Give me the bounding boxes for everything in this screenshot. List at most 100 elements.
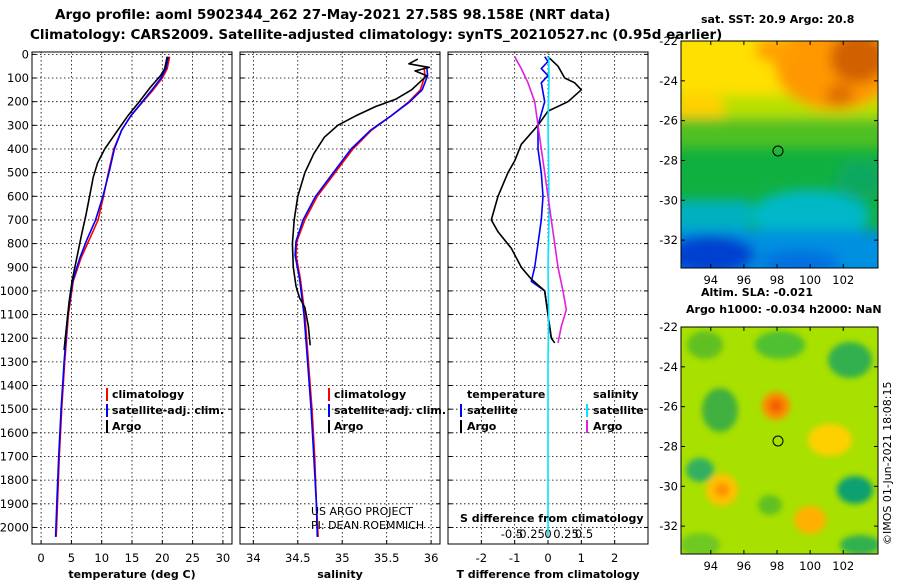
lon-tick-label: 100 [799, 559, 821, 573]
sst-map-title: sat. SST: 20.9 Argo: 20.8 [701, 13, 854, 26]
series-line-satellite-adj-clim [294, 66, 429, 537]
x-tick-label: 34 [246, 551, 261, 565]
sst-map: sat. SST: 20.9 Argo: 20.8 - [659, 13, 879, 287]
lon-tick-label: 100 [799, 273, 821, 287]
y-tick-label: 600 [7, 189, 29, 203]
sla-map-subtitle: Argo h1000: -0.034 h2000: NaN [686, 303, 882, 316]
x-tick-label: 5 [68, 551, 75, 565]
sst-lat-ticks: -22 -24 -26 -28 -30 -32 [659, 34, 878, 247]
lat-tick-label: -26 [659, 114, 678, 128]
legend-swatch-satellite [328, 404, 330, 417]
legend-label-s-satellite: satellite [593, 404, 644, 417]
lon-tick-label: 102 [832, 273, 854, 287]
sla-argo-marker [772, 435, 784, 447]
legend-label-s-argo: Argo [593, 420, 623, 433]
sla-map: Altim. SLA: -0.021 Argo h1000: -0.034 h2… [659, 286, 881, 573]
legend-swatch-t-argo [460, 420, 462, 433]
y-tick-label: 1300 [0, 355, 29, 369]
legend-label-climatology: climatology [112, 388, 184, 401]
x-tick-label: 35 [335, 551, 350, 565]
x-tick-label: 1 [578, 551, 585, 565]
lat-tick-label: -24 [659, 74, 678, 88]
x-tick-label: 15 [125, 551, 140, 565]
secondary-x-tick-label: 0.5 [575, 527, 593, 541]
temperature-y-ticks: 0 100 200 300 400 500 600 700 800 900 1000 1100 1200… [0, 47, 29, 534]
y-tick-label: 400 [7, 142, 29, 156]
legend-swatch-argo [328, 420, 330, 433]
lat-tick-label: -22 [659, 34, 678, 48]
sst-field [681, 41, 878, 268]
salinity-grid [240, 52, 440, 544]
temperature-series [54, 56, 171, 537]
title-line-1: Argo profile: aoml 5902344_262 27-May-20… [55, 7, 610, 23]
legend-label-t-satellite: satellite [467, 404, 518, 417]
legend-label-climatology: climatology [334, 388, 406, 401]
difference-panel: -2 -1 0 1 2 -0.5-0.25 0 0.250.5 S difference f… [447, 51, 649, 580]
y-tick-label: 700 [7, 213, 29, 227]
lon-tick-label: 102 [832, 559, 854, 573]
legend-label-satellite: satellite-adj. clim. [334, 404, 446, 417]
y-tick-label: 1700 [0, 449, 29, 463]
temperature-x-label: temperature (deg C) [68, 568, 195, 580]
y-tick-label: 1900 [0, 497, 29, 511]
sst-map-frame [680, 40, 879, 269]
lat-tick-label: -32 [659, 519, 678, 533]
y-tick-label: 2000 [0, 520, 29, 534]
legend-label-argo: Argo [112, 420, 142, 433]
legend-label-argo: Argo [334, 420, 364, 433]
lat-tick-label: -32 [659, 233, 678, 247]
y-tick-label: 300 [7, 118, 29, 132]
y-tick-label: 500 [7, 166, 29, 180]
series-line-argo [63, 56, 168, 351]
difference-x-ticks: -2 -1 0 1 2 [476, 551, 619, 565]
x-tick-label: 36 [424, 551, 439, 565]
salinity-series [291, 58, 431, 537]
y-tick-label: 100 [7, 71, 29, 85]
lon-tick-label: 94 [703, 273, 718, 287]
x-tick-label: 10 [94, 551, 109, 565]
series-line-climatology [55, 56, 171, 537]
temperature-grid [32, 52, 232, 544]
lon-tick-label: 98 [770, 559, 785, 573]
sst-argo-marker [772, 145, 784, 157]
lat-tick-label: -30 [659, 479, 678, 493]
salinity-panel: 34 34.5 35 35.5 36 salinity climatology sate… [239, 51, 446, 580]
x-tick-label: 30 [216, 551, 231, 565]
temperature-x-ticks: 0 5 10 15 20 25 30 [37, 551, 230, 565]
y-tick-label: 200 [7, 95, 29, 109]
lat-tick-label: -26 [659, 400, 678, 414]
salinity-x-ticks: 34 34.5 35 35.5 36 [246, 551, 438, 565]
legend-swatch-t-satellite [460, 404, 462, 417]
lat-tick-label: -22 [659, 320, 678, 334]
lat-tick-label: -30 [659, 193, 678, 207]
temperature-panel: 0 5 10 15 20 25 30 0 100 200 300 400 500 600 700 800 90… [0, 47, 233, 580]
x-tick-label: -2 [476, 551, 487, 565]
salinity-legend: climatology satellite-adj. clim. Argo [328, 388, 446, 433]
lat-tick-label: -28 [659, 439, 678, 453]
series-line-salinity-argo [514, 56, 568, 344]
secondary-x-tick-label: -0.5 [501, 527, 523, 541]
y-tick-label: 1000 [0, 284, 29, 298]
salinity-x-label: salinity [317, 568, 363, 580]
lon-tick-label: 96 [737, 273, 752, 287]
secondary-x-tick-label: 0.25 [553, 527, 579, 541]
secondary-x-tick-label: -0.25 [515, 527, 545, 541]
legend-swatch-satellite [106, 404, 108, 417]
sla-map-frame [680, 326, 879, 555]
y-tick-label: 900 [7, 260, 29, 274]
temperature-axes-box [31, 51, 233, 545]
series-line-argo [291, 58, 431, 346]
x-tick-label: 0 [37, 551, 44, 565]
sla-lat-ticks: -22 -24 -26 -28 -30 -32 [659, 320, 878, 533]
y-tick-label: 1100 [0, 308, 29, 322]
legend-label-satellite: satellite-adj. clim. [112, 404, 224, 417]
x-tick-label: 2 [611, 551, 618, 565]
series-line-satellite-adj-clim [54, 56, 170, 537]
x-tick-label: 34.5 [285, 551, 311, 565]
y-tick-label: 0 [22, 47, 29, 61]
lon-tick-label: 94 [703, 559, 718, 573]
legend-swatch-s-argo [586, 420, 588, 433]
x-tick-label: 20 [155, 551, 170, 565]
temperature-legend: climatology satellite-adj. clim. Argo [106, 388, 224, 433]
series-line-temperature-satellite [530, 56, 553, 339]
